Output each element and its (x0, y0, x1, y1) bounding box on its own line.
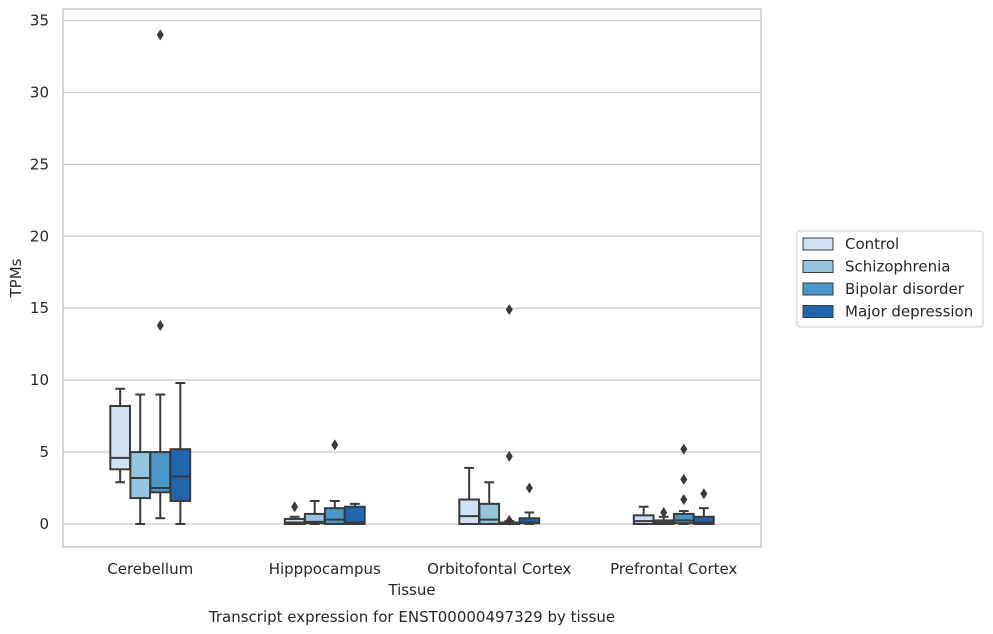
box-iqr (458, 498, 480, 525)
box-major-depression (518, 482, 541, 525)
outlier-point (680, 443, 688, 455)
box-iqr (149, 451, 172, 494)
box-major-depression (693, 488, 715, 525)
chart-caption: Transcript expression for ENST0000049732… (208, 608, 615, 626)
box-bipolar-disorder (323, 439, 346, 525)
y-tick-label: 15 (30, 299, 49, 317)
box-bipolar-disorder (498, 304, 521, 526)
legend-frame (796, 230, 984, 328)
legend-label: Control (845, 235, 899, 253)
y-tick-label: 0 (39, 515, 49, 533)
box-schizophrenia (652, 506, 675, 525)
x-tick-label: Cerebellum (107, 560, 193, 578)
y-tick-label: 5 (39, 443, 49, 461)
x-axis-title: Tissue (387, 581, 435, 599)
legend-label: Schizophrenia (845, 258, 950, 276)
outlier-point (660, 506, 668, 518)
x-tick-label: Orbitofontal Cortex (427, 560, 571, 578)
legend-swatch (802, 260, 834, 273)
box-iqr (693, 515, 715, 525)
box-major-depression (344, 502, 366, 525)
y-axis-title: TPMs (7, 258, 25, 298)
legend-label: Bipolar disorder (845, 280, 965, 298)
box-iqr (478, 502, 501, 525)
box-iqr (129, 451, 152, 500)
box-bipolar-disorder (672, 443, 695, 525)
legend-swatch (802, 237, 834, 251)
box-major-depression (169, 382, 192, 525)
y-tick-label: 25 (30, 155, 49, 173)
outlier-point (680, 494, 688, 506)
x-tick-label: Hipppocampus (269, 560, 381, 578)
outlier-point (680, 473, 688, 485)
box-iqr (109, 405, 131, 471)
outlier-point (291, 501, 299, 513)
plot-frame (62, 8, 762, 548)
box-iqr (632, 514, 655, 525)
outlier-point (505, 450, 513, 462)
outlier-point (331, 439, 339, 451)
box-control (109, 387, 131, 484)
legend-label: Major depression (845, 303, 973, 321)
y-tick-labels: 0 5 10 15 20 25 30 35 (30, 12, 49, 533)
legend-swatch (802, 305, 834, 318)
y-tick-label: 30 (30, 83, 49, 101)
box-schizophrenia (129, 393, 152, 525)
boxes (109, 29, 715, 526)
box-control (632, 505, 655, 525)
box-control (458, 466, 480, 525)
outlier-point (156, 29, 164, 41)
y-tick-label: 10 (30, 371, 49, 389)
grid-lines (63, 19, 761, 525)
y-tick-label: 35 (30, 12, 49, 30)
legend-swatch (802, 282, 834, 296)
box-iqr (672, 512, 695, 525)
outlier-point (505, 304, 513, 316)
box-bipolar-disorder (149, 29, 172, 520)
box-iqr (169, 448, 192, 502)
y-tick-label: 20 (30, 227, 49, 245)
outlier-point (700, 488, 708, 500)
outlier-point (156, 319, 164, 331)
box-iqr (323, 507, 346, 525)
box-iqr (344, 505, 366, 525)
box-schizophrenia (478, 481, 501, 525)
x-tick-labels: Cerebellum Hipppocampus Orbitofontal Corte… (107, 560, 737, 578)
box-control (283, 501, 306, 525)
x-tick-label: Prefrontal Cortex (610, 560, 737, 578)
outlier-point (525, 482, 533, 494)
box-schizophrenia (303, 499, 326, 525)
outlier-point (505, 514, 513, 526)
legend: Control Schizophrenia Bipolar disorder Majo… (796, 230, 984, 328)
